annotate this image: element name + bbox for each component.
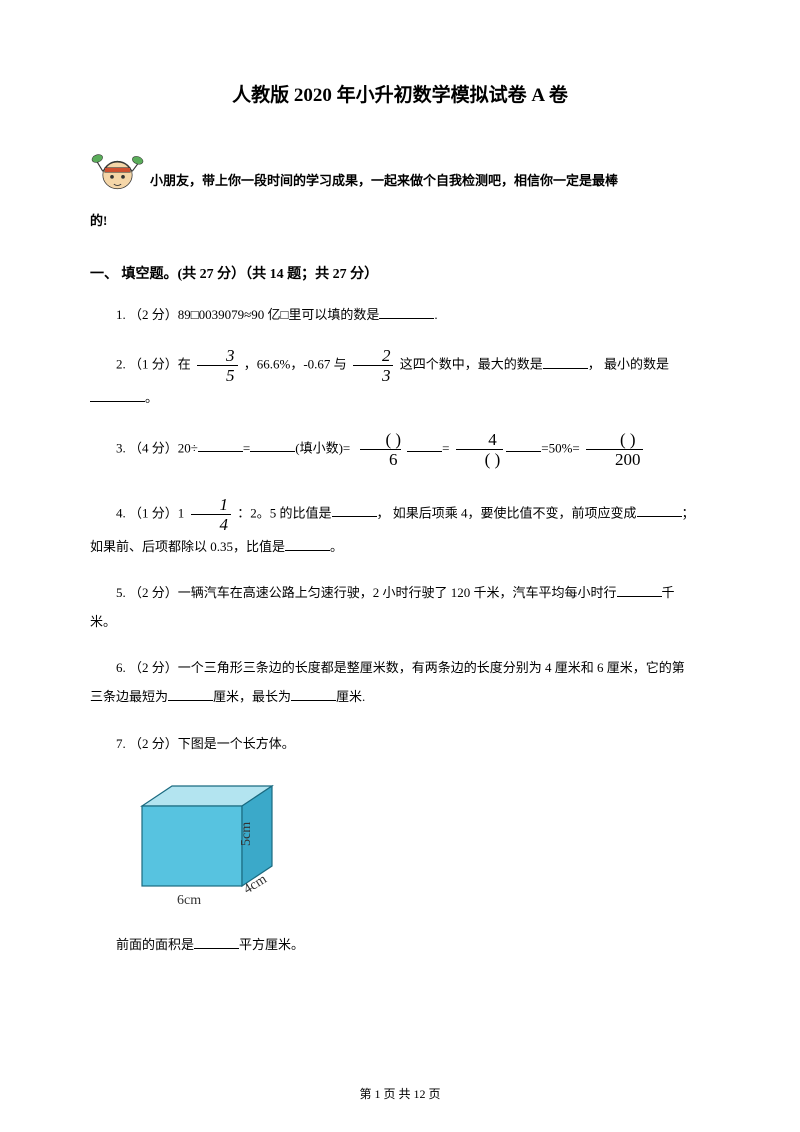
q2-mid1: ，66.6%，-0.67 与: [241, 357, 350, 372]
cuboid-height-label: 5cm: [239, 822, 254, 846]
mascot-icon: [90, 142, 145, 197]
q2-suffix: 。: [145, 390, 158, 405]
blank: [90, 389, 145, 402]
question-7-answer: 前面的面积是平方厘米。: [90, 931, 710, 960]
intro-text-1: 小朋友，带上你一段时间的学习成果，一起来做个自我检测吧，相信你一定是最棒: [150, 169, 618, 197]
document-title: 人教版 2020 年小升初数学模拟试卷 A 卷: [90, 80, 710, 107]
question-2: 2. （1 分）在 35 ，66.6%，-0.67 与 23 这四个数中，最大的…: [90, 347, 710, 413]
question-6: 6. （2 分）一个三角形三条边的长度都是整厘米数，有两条边的长度分别为 4 厘…: [90, 654, 710, 711]
blank: [379, 306, 434, 319]
q1-prefix: 1. （2 分）89□0039079≈90 亿□里可以填的数是: [116, 307, 379, 322]
fraction: 14: [191, 496, 232, 533]
blank: [168, 688, 213, 701]
blank: [250, 439, 295, 452]
page-footer: 第 1 页 共 12 页: [0, 1085, 800, 1102]
question-1: 1. （2 分）89□0039079≈90 亿□里可以填的数是.: [90, 301, 710, 330]
fraction: ( )200: [586, 431, 644, 468]
cuboid-width-label: 6cm: [177, 893, 201, 908]
blank: [291, 688, 336, 701]
cuboid-figure: 6cm 4cm 5cm: [122, 776, 710, 916]
blank: [407, 439, 442, 452]
section-header-1: 一、 填空题。(共 27 分）（共 14 题；共 27 分）: [90, 263, 710, 283]
blank: [285, 538, 330, 551]
fraction: 4( ): [456, 431, 504, 468]
blank: [617, 584, 662, 597]
blank: [198, 439, 243, 452]
fraction: 23: [353, 347, 394, 384]
blank: [332, 504, 377, 517]
fraction: ( )6: [356, 431, 404, 468]
blank: [543, 356, 588, 369]
q2-mid3: ， 最小的数是: [588, 357, 669, 372]
intro-text-2: 的!: [90, 205, 710, 238]
q3-prefix: 3. （4 分）20÷: [116, 440, 198, 455]
intro-row: 小朋友，带上你一段时间的学习成果，一起来做个自我检测吧，相信你一定是最棒: [90, 142, 710, 197]
fraction: 35: [197, 347, 238, 384]
question-4: 4. （1 分）1 14 ：2。5 的比值是， 如果后项乘 4，要使比值不变，前…: [90, 496, 710, 562]
blank: [637, 504, 682, 517]
q1-suffix: .: [434, 307, 437, 322]
blank: [194, 936, 239, 949]
blank: [506, 439, 541, 452]
question-5: 5. （2 分）一辆汽车在高速公路上匀速行驶，2 小时行驶了 120 千米，汽车…: [90, 579, 710, 636]
q2-mid2: 这四个数中，最大的数是: [396, 357, 542, 372]
q4-prefix: 4. （1 分）1: [116, 505, 188, 520]
question-7: 7. （2 分）下图是一个长方体。: [90, 730, 710, 759]
question-3: 3. （4 分）20÷=(填小数)= ( )6= 4( )=50%= ( )20…: [90, 431, 710, 468]
q2-prefix: 2. （1 分）在: [116, 357, 194, 372]
